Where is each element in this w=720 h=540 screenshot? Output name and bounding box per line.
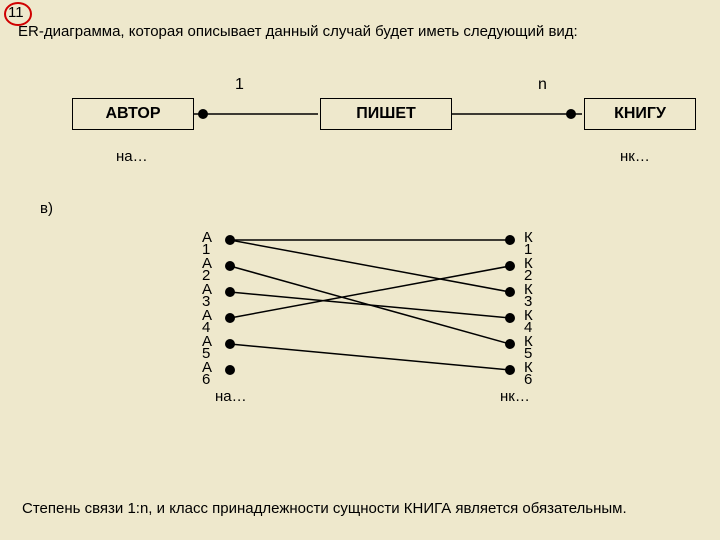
map-right-label: К2 xyxy=(524,258,533,282)
intro-text: ER-диаграмма, которая описывает данный с… xyxy=(18,22,708,42)
variant-label: в) xyxy=(40,200,53,217)
map-right-label: К3 xyxy=(524,284,533,308)
entity-right: КНИГУ xyxy=(584,98,696,130)
map-left-label: А4 xyxy=(202,310,212,334)
map-right-label: К5 xyxy=(524,336,533,360)
er-lines xyxy=(0,0,720,540)
er-dot-right xyxy=(566,109,576,119)
map-left-label: А6 xyxy=(202,362,212,386)
map-right-label: К4 xyxy=(524,310,533,334)
map-left-label: А5 xyxy=(202,336,212,360)
map-left-label: А3 xyxy=(202,284,212,308)
right-cardinality: n xyxy=(538,76,547,94)
map-left-label: А2 xyxy=(202,258,212,282)
entity-left-sublabel: на… xyxy=(116,148,148,165)
map-left-sublabel: на… xyxy=(215,388,247,405)
footer-text: Степень связи 1:n, и класс принадлежност… xyxy=(22,499,708,519)
map-right-sublabel: нк… xyxy=(500,388,530,405)
map-right-label: К6 xyxy=(524,362,533,386)
map-left-label: А1 xyxy=(202,232,212,256)
map-right-label: К1 xyxy=(524,232,533,256)
er-dot-left xyxy=(198,109,208,119)
relation-box: ПИШЕТ xyxy=(320,98,452,130)
entity-right-sublabel: нк… xyxy=(620,148,650,165)
slide-number: 11 xyxy=(8,4,24,21)
left-cardinality: 1 xyxy=(235,76,244,94)
entity-left: АВТОР xyxy=(72,98,194,130)
